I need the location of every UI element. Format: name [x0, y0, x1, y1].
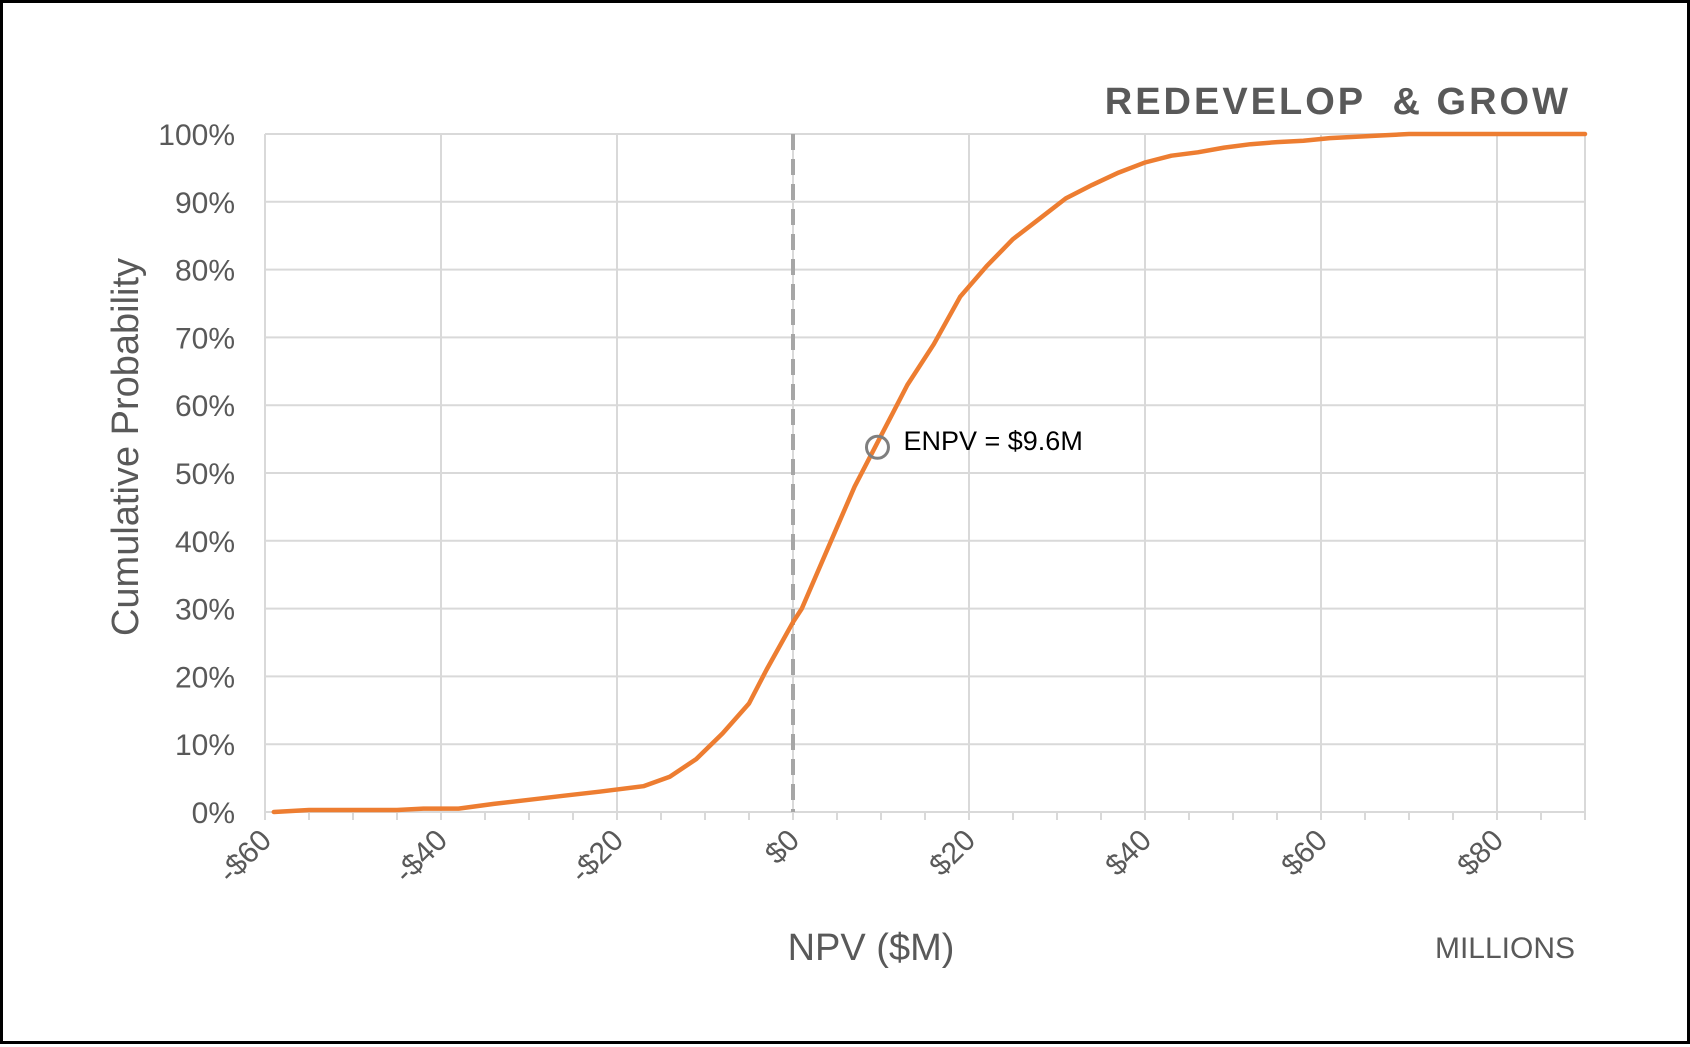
x-tick-label: $0	[759, 824, 806, 871]
cdf-series-line	[271, 131, 1588, 815]
y-axis-title: Cumulative Probability	[105, 258, 147, 636]
horizontal-gridlines	[265, 133, 1585, 813]
y-tick-label: 40%	[175, 526, 235, 559]
x-axis-units-label: MILLIONS	[1435, 932, 1575, 965]
chart-title: REDEVELOP & GROW	[1105, 81, 1571, 123]
x-minor-ticks	[264, 812, 1586, 820]
y-tick-label: 90%	[175, 187, 235, 220]
cumulative-probability-chart: ENPV = $9.6M 0% 10% 20% 30% 40% 50% 60% 70% 80% 9…	[105, 81, 1588, 969]
x-tick-label: $60	[1275, 824, 1334, 883]
x-tick-label: $20	[923, 824, 982, 883]
enpv-marker	[864, 434, 890, 460]
x-axis-title: NPV ($M)	[788, 927, 955, 969]
x-tick-label: $40	[1099, 824, 1158, 883]
y-tick-labels: 0% 10% 20% 30% 40% 50% 60% 70% 80% 90% 100%	[158, 119, 235, 830]
x-tick-labels: -$60 -$40 -$20 $0 $20 $40 $60 $80	[212, 824, 1510, 890]
y-tick-label: 10%	[175, 729, 235, 762]
x-tick-label: -$20	[564, 824, 630, 890]
y-tick-label: 80%	[175, 255, 235, 288]
enpv-annotation-label: ENPV = $9.6M	[903, 426, 1082, 456]
x-tick-label: $80	[1451, 824, 1510, 883]
y-tick-label: 30%	[175, 594, 235, 627]
y-tick-label: 70%	[175, 322, 235, 355]
x-tick-label: -$40	[388, 824, 454, 890]
y-tick-label: 0%	[192, 797, 235, 830]
y-tick-label: 60%	[175, 390, 235, 423]
y-tick-label: 20%	[175, 661, 235, 694]
y-tick-label: 100%	[158, 119, 235, 152]
y-tick-label: 50%	[175, 458, 235, 491]
series-layer	[271, 131, 1588, 815]
annotation-layer: ENPV = $9.6M	[864, 426, 1083, 460]
x-tick-label: -$60	[212, 824, 278, 890]
